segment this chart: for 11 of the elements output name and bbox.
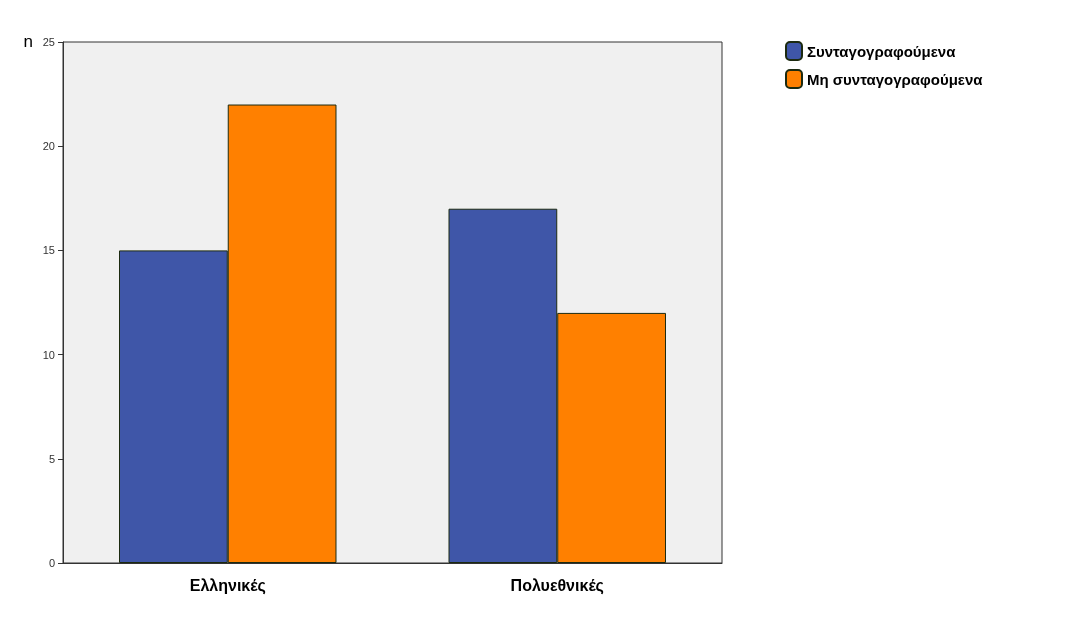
y-tick-label: 15 <box>42 244 55 257</box>
y-tick-label: 5 <box>48 452 55 465</box>
y-axis-title: n <box>23 32 33 51</box>
legend-label: Συνταγογραφούμενα <box>807 42 957 60</box>
x-tick-label: Ελληνικές <box>189 576 266 595</box>
x-tick-label: Πολυεθνικές <box>510 576 604 595</box>
y-tick-label: 0 <box>48 557 55 569</box>
y-tick-label: 20 <box>42 140 55 153</box>
legend-label: Μη συνταγογραφούμενα <box>807 70 984 88</box>
y-tick-label: 10 <box>42 348 55 361</box>
y-tick-label: 25 <box>42 36 55 48</box>
